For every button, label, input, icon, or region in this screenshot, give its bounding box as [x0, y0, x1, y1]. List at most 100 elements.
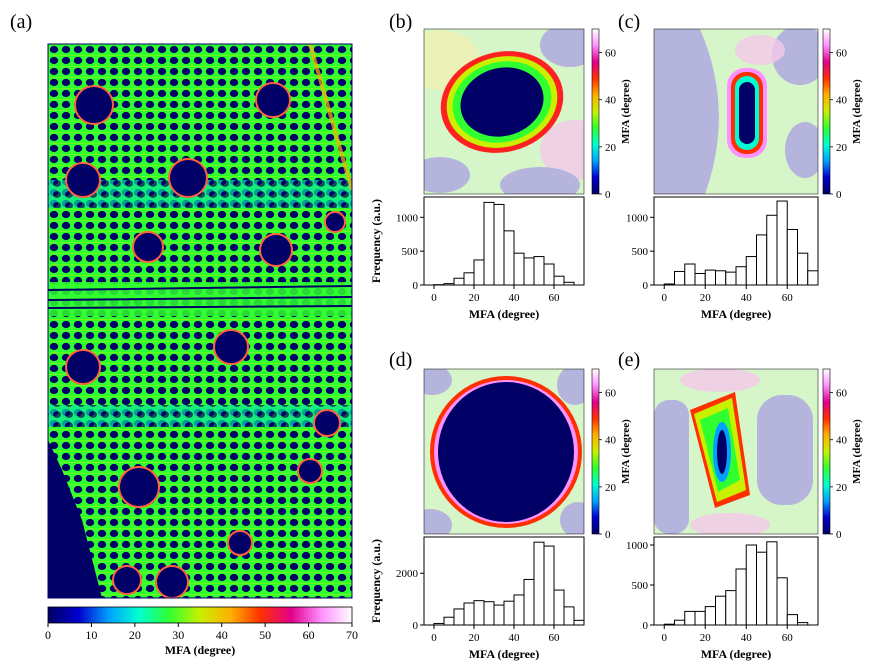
colorbar-main-tick-label: 20 — [129, 628, 141, 642]
histograms: 0 20 40 60 0 500 1000 MFA (degree) Frequency (a.… — [369, 196, 819, 661]
histogram-b-xtick-label: 60 — [549, 292, 561, 304]
histogram-b-xtick-label: 20 — [469, 292, 481, 304]
histogram-e-bar — [745, 544, 757, 626]
histogram-b-bar — [463, 272, 475, 286]
histogram-c-bar — [807, 270, 819, 286]
histogram-c-ytick-label: 500 — [632, 246, 649, 258]
histogram-d: 0 20 40 60 0 2000 MFA (degree) Frequency (a.u.) — [369, 536, 585, 661]
histogram-c-ytick-label: 0 — [643, 280, 649, 292]
histogram-b-bar — [493, 203, 505, 286]
histogram-d-bar — [483, 601, 495, 626]
histogram-d-xtick-label: 60 — [549, 632, 561, 644]
colorbar-main-tick-label: 10 — [85, 628, 97, 642]
histogram-e-bar — [766, 541, 778, 626]
vessel-image-c — [654, 29, 818, 194]
colorbar-b: 0 20 40 60 MFA (degree) — [591, 28, 632, 201]
histogram-d-ytick-label: 0 — [413, 620, 419, 632]
colorbar-d-tick-label: 40 — [605, 435, 617, 447]
histogram-c-bar — [674, 270, 686, 286]
panel-label-b: (b) — [389, 11, 412, 33]
colorbar-c-tick-label: 20 — [836, 142, 848, 154]
histogram-b-ytick-label: 1000 — [396, 212, 419, 224]
histogram-d-ytick-label: 2000 — [396, 568, 419, 580]
colorbar-e-gradient — [822, 368, 831, 535]
colorbar-c-tick-label: 0 — [836, 189, 842, 201]
histogram-b-bar — [513, 252, 525, 286]
panel-label-a: (a) — [10, 11, 32, 33]
colorbar-b-tick-label: 40 — [605, 95, 617, 107]
colorbar-d-tick-label: 60 — [605, 388, 617, 400]
histogram-e-bar — [725, 590, 737, 626]
colorbar-e-label: MFA (degree) — [851, 419, 863, 484]
colorbar-b-tick-label: 0 — [605, 189, 611, 201]
colorbar-c-tick-label: 60 — [836, 48, 848, 60]
colorbar-c-gradient — [822, 28, 831, 195]
histogram-d-xlabel: MFA (degree) — [469, 647, 540, 661]
colorbar-main-tick-label: 60 — [303, 628, 315, 642]
histogram-c-xtick-label: 60 — [782, 292, 794, 304]
colorbar-e-tick-label: 0 — [836, 529, 842, 541]
histogram-c-bar — [704, 269, 716, 286]
histogram-e-ytick-label: 0 — [643, 620, 649, 632]
histogram-c-bar — [786, 228, 798, 286]
histogram-d-bar — [503, 600, 515, 626]
colorbar-main-tick-label: 50 — [259, 628, 271, 642]
histogram-c-frame — [653, 196, 819, 286]
histogram-c-bar — [684, 263, 696, 286]
histogram-d-bar — [563, 606, 575, 626]
histogram-b-xlabel: MFA (degree) — [469, 307, 540, 321]
histogram-d-bar — [543, 545, 555, 626]
histogram-d-bar — [573, 619, 585, 626]
histogram-c-xtick-label: 40 — [741, 292, 753, 304]
histogram-e-bar — [684, 610, 696, 626]
vessels-a — [65, 82, 346, 598]
colorbar-main-tick-label: 0 — [45, 628, 51, 642]
histogram-e-bar — [674, 619, 686, 626]
histogram-c-xlabel: MFA (degree) — [701, 307, 772, 321]
histogram-e-bar — [694, 610, 706, 626]
histogram-c-ytick-label: 1000 — [626, 212, 649, 224]
histogram-d-bar — [523, 578, 535, 626]
histogram-e-bar — [776, 577, 788, 626]
ray-band-lines — [48, 285, 352, 309]
colorbar-main-tick-label: 30 — [172, 628, 184, 642]
histogram-e-ytick-label: 1000 — [626, 540, 649, 552]
vessel-image-b — [424, 29, 584, 194]
histogram-b-ylabel: Frequency (a.u.) — [369, 199, 383, 283]
histogram-c: 0 20 40 60 0 500 1000 MFA (degree) — [626, 196, 819, 321]
histogram-c-xtick-label: 0 — [662, 292, 668, 304]
histogram-b-ytick-label: 500 — [402, 246, 419, 258]
histogram-c-bar — [745, 256, 757, 286]
histogram-c-bar — [715, 270, 727, 286]
micrograph-a-tissue — [48, 44, 352, 598]
histogram-e-xtick-label: 40 — [741, 632, 753, 644]
histogram-b-ytick-label: 0 — [413, 280, 419, 292]
histogram-b-bar — [483, 201, 495, 286]
colorbar-d-tick-label: 0 — [605, 529, 611, 541]
colorbar-main-tick-label: 40 — [216, 628, 228, 642]
colorbar-main-tick-label: 70 — [346, 628, 358, 642]
colorbar-main: 0 10 20 30 40 50 60 70 MFA (degree) — [45, 606, 358, 657]
colorbar-b-tick-label: 20 — [605, 142, 617, 154]
histogram-d-bar — [443, 616, 455, 626]
colorbar-c: 0 20 40 60 MFA (degree) — [822, 28, 863, 201]
histogram-d-bar — [533, 541, 545, 626]
histogram-c-bar — [725, 271, 737, 286]
histogram-e-xtick-label: 20 — [700, 632, 712, 644]
histogram-d-xtick-label: 40 — [509, 632, 521, 644]
histogram-b-xtick-label: 40 — [509, 292, 521, 304]
colorbar-e-tick-label: 60 — [836, 388, 848, 400]
colorbar-c-label: MFA (degree) — [851, 79, 863, 144]
histogram-b-bar — [473, 259, 485, 286]
colorbar-d-gradient — [591, 368, 600, 535]
histogram-b-bar — [543, 263, 555, 286]
histogram-b-bar — [523, 257, 535, 286]
histogram-d-xtick-label: 20 — [469, 632, 481, 644]
histogram-c-bar — [756, 234, 768, 286]
histogram-d-bar — [553, 589, 565, 626]
panel-label-c: (c) — [618, 11, 640, 33]
histogram-d-ylabel: Frequency (a.u.) — [369, 539, 383, 623]
histogram-e-bar — [715, 595, 727, 626]
histogram-c-bar — [735, 266, 747, 286]
histogram-b-frame — [423, 196, 585, 286]
